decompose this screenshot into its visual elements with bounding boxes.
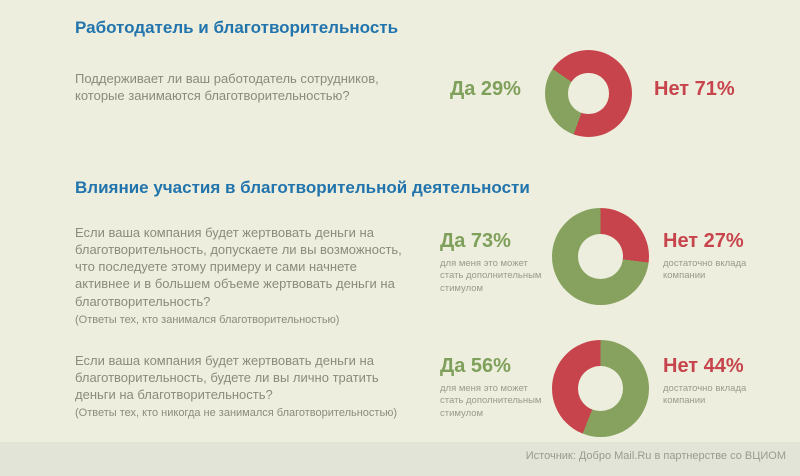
donut-hole xyxy=(578,366,623,411)
yes-value-row2: Да 73% xyxy=(440,230,511,252)
yes-caption-row3: для меня это может стать дополнительным … xyxy=(440,383,542,419)
no-block-row3: Нет 44% достаточно вклада компании xyxy=(663,355,763,408)
question-donate-example: Если ваша компания будет жертвовать день… xyxy=(75,225,402,309)
yes-block-row3: Да 56% для меня это может стать дополнит… xyxy=(440,355,545,420)
donut-chart-row1 xyxy=(545,50,632,137)
no-caption-row3: достаточно вклада компании xyxy=(663,383,747,407)
no-value-row2: Нет 27% xyxy=(663,230,744,252)
footer-bar: Источник: Добро Mail.Ru в партнерстве со… xyxy=(0,442,800,476)
yes-caption-row2: для меня это может стать дополнительным … xyxy=(440,258,542,294)
source-text: Источник: Добро Mail.Ru в партнерстве со… xyxy=(525,450,786,462)
yes-value-row3: Да 56% xyxy=(440,355,511,377)
question-note-row2: (Ответы тех, кто занимался благотворител… xyxy=(75,313,340,326)
section-title-influence: Влияние участия в благотворительной деят… xyxy=(75,178,530,197)
donut-hole xyxy=(578,234,623,279)
yes-value-row1: Да 29% xyxy=(450,78,521,100)
donut-chart-row3 xyxy=(552,340,649,437)
donut-hole xyxy=(568,73,609,114)
question-note-row3: (Ответы тех, кто никогда не занимался бл… xyxy=(75,407,398,420)
no-value-row3: Нет 44% xyxy=(663,355,744,377)
question-personal-donate: Если ваша компания будет жертвовать день… xyxy=(75,353,379,403)
no-value-row1: Нет 71% xyxy=(654,78,735,100)
question-employer-support: Поддерживает ли ваш работодатель сотрудн… xyxy=(75,71,379,104)
question-block-row2: Если ваша компания будет жертвовать день… xyxy=(75,224,410,327)
no-block-row2: Нет 27% достаточно вклада компании xyxy=(663,230,763,283)
question-block-row3: Если ваша компания будет жертвовать день… xyxy=(75,352,410,421)
yes-block-row2: Да 73% для меня это может стать дополнит… xyxy=(440,230,545,295)
no-caption-row2: достаточно вклада компании xyxy=(663,258,747,282)
section-title-employer: Работодатель и благотворительность xyxy=(75,18,399,37)
donut-chart-row2 xyxy=(552,208,649,305)
